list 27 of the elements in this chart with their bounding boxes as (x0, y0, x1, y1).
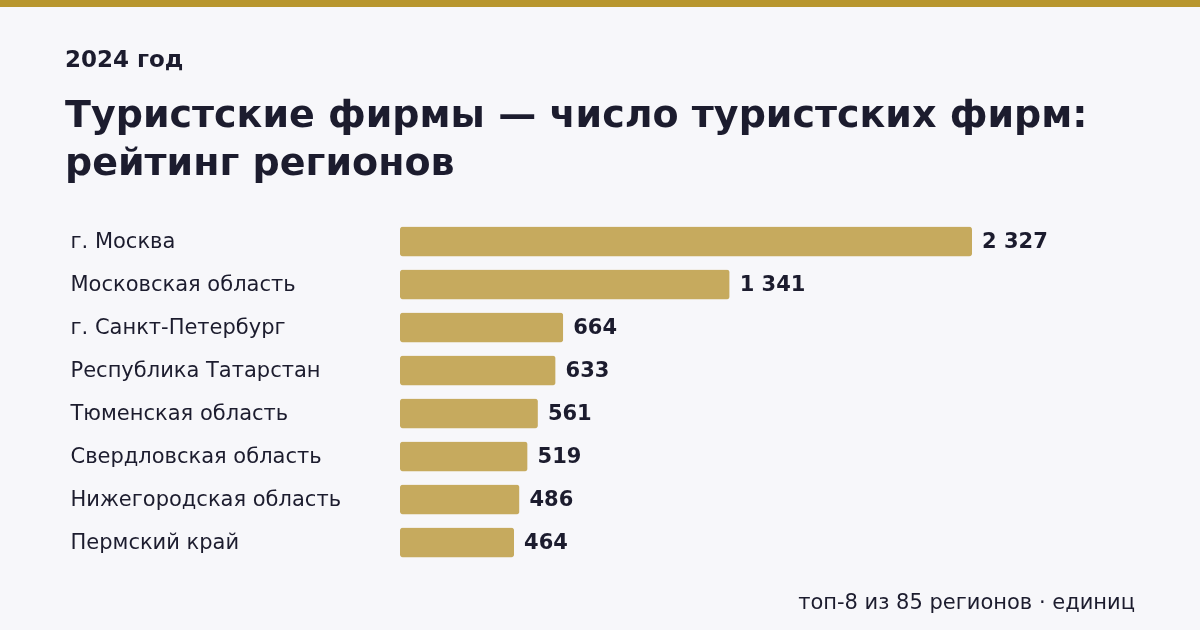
bar (400, 484, 520, 515)
bar (400, 355, 556, 386)
data-label: 664 (573, 314, 618, 339)
bar (400, 226, 972, 257)
y-tick-label: Свердловская область (70, 443, 322, 468)
y-tick-label: г. Москва (70, 228, 176, 253)
data-label: 561 (547, 400, 592, 425)
chart-title: Туристские фирмы — число туристских фирм: рейтинг регионов (65, 91, 1089, 186)
y-tick-label: г. Санкт-Петербург (70, 314, 286, 339)
data-label: 633 (565, 357, 610, 382)
bar (400, 398, 538, 429)
bar (400, 527, 515, 558)
bar (400, 312, 564, 343)
y-tick-label: Тюменская область (69, 400, 289, 425)
data-label: 1 341 (739, 271, 806, 296)
y-tick-label: Московская область (70, 271, 296, 296)
data-label: 464 (524, 529, 568, 554)
y-tick-label: Пермский край (70, 529, 240, 554)
text: 2024 год (65, 46, 184, 72)
data-label: 2 327 (982, 228, 1048, 253)
bar (400, 269, 730, 300)
data-label: 519 (537, 443, 582, 468)
data-label: 486 (529, 486, 574, 511)
y-tick-label: Республика Татарстан (70, 357, 321, 382)
text: топ-8 из 85 регионов · единиц (798, 590, 1135, 614)
y-tick-label: Нижегородская область (70, 486, 342, 511)
bar (400, 441, 528, 472)
